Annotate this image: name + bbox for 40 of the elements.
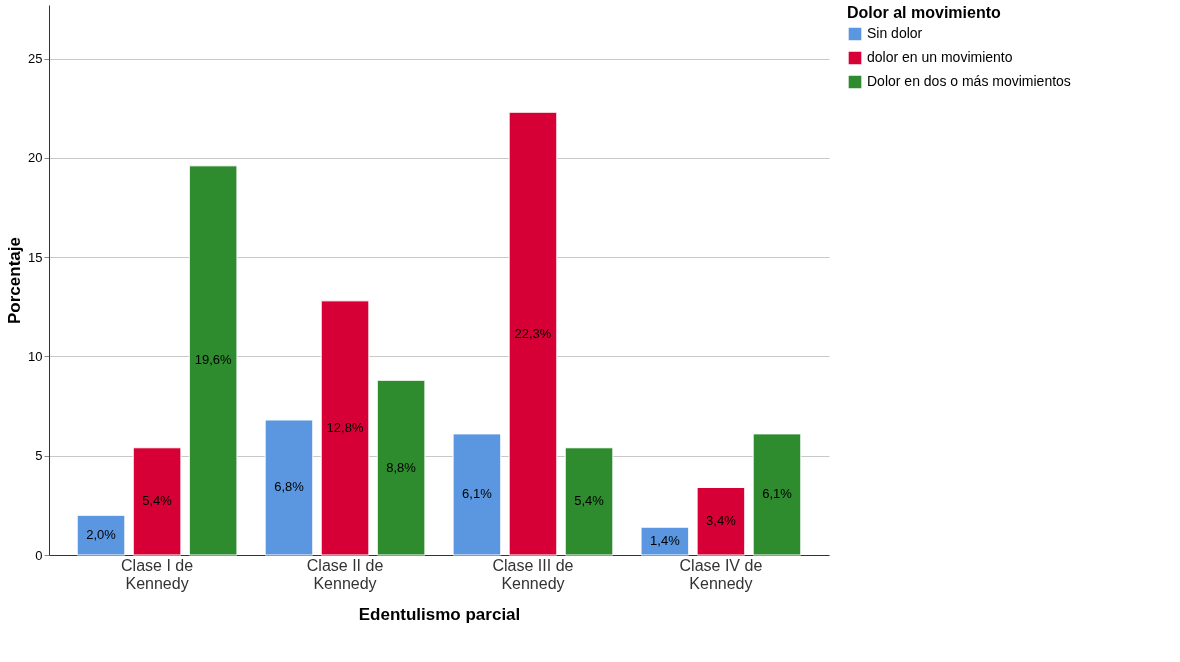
y-tick-label: 15 <box>28 249 43 265</box>
bar <box>376 379 426 556</box>
bar <box>564 447 614 556</box>
bar <box>752 433 802 556</box>
bar <box>452 433 502 556</box>
bar <box>508 111 558 556</box>
data-label: 12,8% <box>326 419 364 435</box>
bar <box>76 514 126 556</box>
bar <box>132 447 182 556</box>
bar <box>188 165 238 556</box>
data-label: 2,0% <box>86 527 117 543</box>
data-label: 8,8% <box>386 459 417 475</box>
y-tick-label: 25 <box>28 51 43 67</box>
y-tick-label: 20 <box>28 150 43 166</box>
data-label: 6,1% <box>762 486 793 502</box>
y-tick-label: 10 <box>28 348 43 364</box>
legend-label: Sin dolor <box>867 25 923 41</box>
legend-label: Dolor en dos o más movimientos <box>867 73 1071 89</box>
bar <box>264 419 314 556</box>
data-label: 5,4% <box>142 493 173 509</box>
y-tick-label: 5 <box>35 448 43 464</box>
data-label: 6,1% <box>462 486 493 502</box>
bar <box>696 486 746 556</box>
x-tick-label: Clase II de Kennedy <box>306 556 384 592</box>
y-tick-label: 0 <box>35 547 43 563</box>
x-axis-title: Edentulismo parcial <box>358 604 521 624</box>
legend-label: dolor en un movimiento <box>867 49 1013 65</box>
x-tick-label: Clase I de Kennedy <box>121 556 194 592</box>
data-label: 6,8% <box>274 479 305 495</box>
x-tick-label: Clase III de Kennedy <box>492 556 574 592</box>
data-label: 1,4% <box>650 533 681 549</box>
legend-title: Dolor al movimiento <box>847 4 1002 21</box>
y-axis-title: Porcentaje <box>5 237 25 324</box>
data-label: 19,6% <box>194 352 232 368</box>
data-label: 5,4% <box>574 493 605 509</box>
data-label: 3,4% <box>706 513 737 529</box>
data-label: 22,3% <box>514 325 552 341</box>
bar <box>320 300 370 556</box>
bar <box>640 526 690 556</box>
x-tick-label: Clase IV de Kennedy <box>679 556 763 592</box>
